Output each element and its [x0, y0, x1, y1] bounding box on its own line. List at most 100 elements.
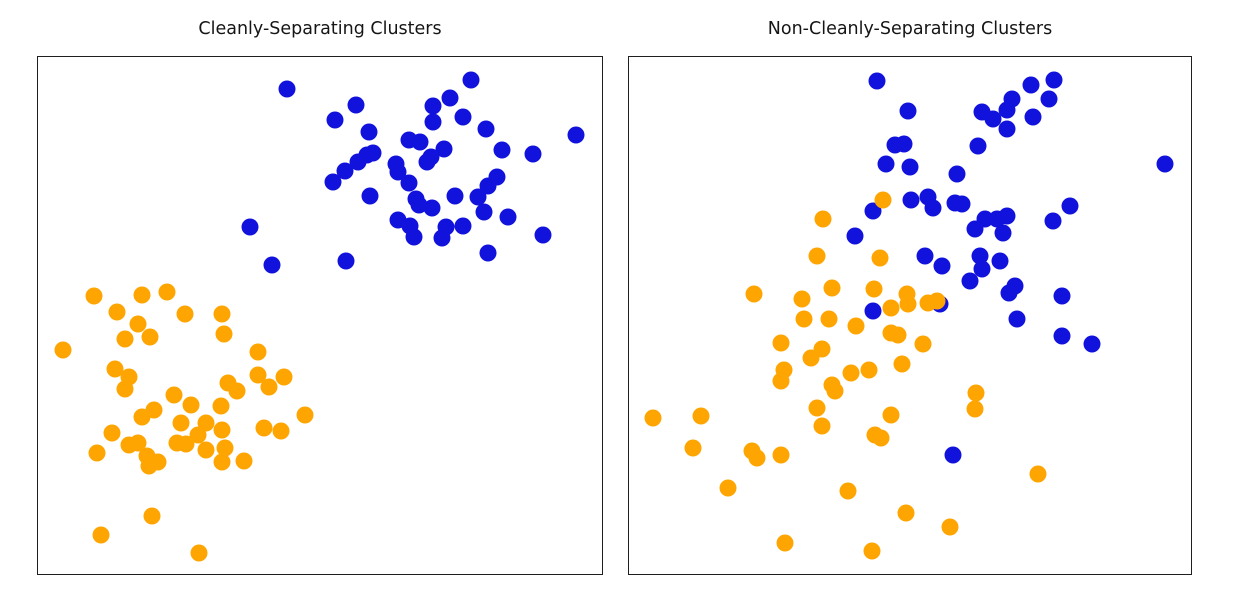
scatter-point-blue-cluster [423, 199, 441, 217]
scatter-point-blue-cluster [944, 446, 962, 464]
scatter-point-orange-cluster [893, 355, 911, 373]
scatter-point-orange-cluster [795, 310, 813, 328]
scatter-point-orange-cluster [215, 325, 233, 343]
scatter-point-orange-cluster [820, 310, 837, 328]
scatter-point-blue-cluster [846, 227, 864, 245]
scatter-point-orange-cluster [143, 507, 161, 525]
scatter-point-blue-cluster [337, 252, 355, 270]
scatter-point-orange-cluster [839, 482, 857, 500]
scatter-point-orange-cluster [967, 384, 985, 402]
scatter-point-blue-cluster [916, 247, 934, 265]
scatter-point-blue-cluster [411, 133, 429, 151]
scatter-point-blue-cluster [477, 120, 495, 138]
scatter-point-blue-cluster [948, 165, 966, 183]
scatter-point-orange-cluster [860, 361, 878, 379]
scatter-point-blue-cluster [998, 207, 1016, 225]
scatter-point-blue-cluster [441, 89, 459, 107]
scatter-point-orange-cluster [235, 452, 253, 470]
scatter-point-orange-cluster [165, 386, 183, 404]
scatter-point-orange-cluster [842, 364, 860, 382]
scatter-point-orange-cluster [182, 396, 200, 414]
scatter-point-blue-cluster [902, 191, 920, 209]
scatter-point-orange-cluster [863, 542, 881, 560]
scatter-point-blue-cluster [493, 141, 511, 159]
scatter-point-blue-cluster [400, 174, 418, 192]
scatter-point-blue-cluster [424, 113, 442, 131]
scatter-point-orange-cluster [793, 290, 811, 308]
scatter-point-blue-cluster [924, 199, 942, 217]
scatter-point-orange-cluster [296, 406, 314, 424]
scatter-point-orange-cluster [197, 441, 214, 459]
scatter-point-blue-cluster [454, 217, 472, 235]
scatter-point-blue-cluster [567, 126, 585, 144]
scatter-point-blue-cluster [1083, 335, 1101, 353]
scatter-point-orange-cluster [213, 421, 231, 439]
scatter-point-orange-cluster [772, 334, 790, 352]
scatter-point-orange-cluster [213, 305, 231, 323]
scatter-point-orange-cluster [941, 518, 959, 536]
scatter-point-orange-cluster [808, 247, 826, 265]
left-plot-title: Cleanly-Separating Clusters [198, 19, 442, 39]
scatter-point-orange-cluster [966, 400, 984, 418]
scatter-point-orange-cluster [120, 436, 138, 454]
scatter-point-orange-cluster [899, 295, 917, 313]
scatter-point-blue-cluster [347, 96, 365, 114]
scatter-point-orange-cluster [249, 343, 267, 361]
scatter-point-orange-cluster [275, 368, 293, 385]
scatter-point-blue-cluster [991, 252, 1009, 270]
scatter-point-orange-cluster [772, 372, 790, 390]
scatter-point-orange-cluster [889, 326, 907, 344]
scatter-point-orange-cluster [897, 504, 915, 522]
scatter-point-blue-cluster [405, 228, 423, 246]
scatter-point-blue-cluster [278, 80, 296, 98]
scatter-point-orange-cluster [88, 444, 106, 461]
scatter-point-blue-cluster [895, 135, 913, 153]
scatter-point-blue-cluster [1045, 71, 1063, 89]
scatter-point-blue-cluster [1061, 197, 1079, 215]
scatter-point-orange-cluster [772, 446, 790, 464]
scatter-point-orange-cluster [802, 349, 820, 367]
scatter-point-blue-cluster [984, 110, 1002, 128]
scatter-point-blue-cluster [966, 220, 984, 238]
scatter-point-blue-cluster [1053, 287, 1071, 305]
scatter-point-blue-cluster [475, 203, 493, 221]
scatter-point-orange-cluster [272, 422, 290, 440]
scatter-point-orange-cluster [108, 303, 126, 321]
scatter-point-blue-cluster [499, 208, 517, 226]
scatter-point-blue-cluster [435, 140, 453, 157]
scatter-point-blue-cluster [336, 162, 354, 180]
scatter-point-orange-cluster [216, 439, 234, 457]
scatter-point-orange-cluster [176, 305, 194, 323]
scatter-point-orange-cluster [172, 414, 190, 432]
scatter-point-blue-cluster [998, 120, 1016, 138]
scatter-point-blue-cluster [479, 244, 496, 262]
scatter-point-blue-cluster [1053, 327, 1071, 345]
scatter-point-orange-cluster [928, 292, 946, 310]
scatter-point-blue-cluster [961, 272, 979, 290]
scatter-point-blue-cluster [241, 218, 258, 236]
scatter-plot-cleanly-separating [37, 56, 603, 575]
scatter-point-orange-cluster [133, 408, 151, 426]
scatter-point-blue-cluster [360, 123, 378, 141]
scatter-point-orange-cluster [260, 378, 278, 396]
scatter-point-blue-cluster [877, 155, 895, 172]
scatter-point-blue-cluster [1156, 155, 1174, 172]
scatter-point-orange-cluster [133, 286, 151, 304]
scatter-point-blue-cluster [994, 224, 1012, 242]
scatter-point-orange-cluster [85, 287, 103, 305]
scatter-point-blue-cluster [1003, 90, 1021, 108]
scatter-point-blue-cluster [410, 196, 428, 214]
scatter-point-orange-cluster [692, 407, 710, 425]
scatter-point-blue-cluster [1040, 90, 1058, 108]
scatter-point-orange-cluster [748, 449, 766, 467]
scatter-point-orange-cluster [826, 382, 844, 400]
scatter-point-orange-cluster [103, 424, 121, 442]
scatter-point-blue-cluster [524, 145, 542, 163]
scatter-point-blue-cluster [446, 187, 464, 205]
scatter-plot-non-cleanly-separating [628, 56, 1192, 575]
scatter-point-blue-cluster [953, 195, 971, 213]
scatter-point-orange-cluster [865, 280, 883, 298]
scatter-point-orange-cluster [719, 479, 737, 497]
scatter-point-orange-cluster [882, 299, 900, 317]
